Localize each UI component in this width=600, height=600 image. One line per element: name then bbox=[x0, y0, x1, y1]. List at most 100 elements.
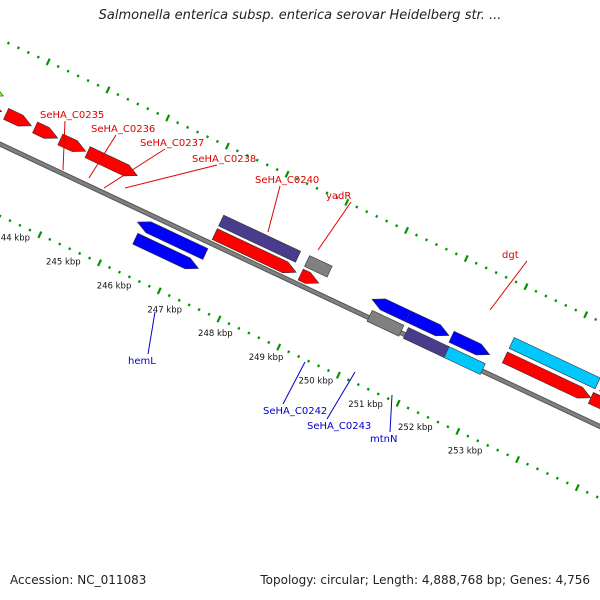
upper-ruler-tick bbox=[86, 78, 90, 83]
upper-ruler-tick bbox=[523, 283, 529, 291]
gene-arrow bbox=[136, 221, 209, 260]
lower-ruler-tick bbox=[376, 392, 380, 396]
lower-ruler-tick bbox=[395, 399, 401, 407]
lower-ruler-tick bbox=[257, 336, 261, 340]
upper-ruler-tick bbox=[156, 111, 160, 115]
upper-ruler-tick bbox=[594, 317, 598, 322]
lower-ruler-tick bbox=[346, 378, 350, 382]
backbone-line bbox=[0, 142, 600, 429]
upper-ruler-tick bbox=[165, 114, 171, 122]
leader-line bbox=[103, 148, 166, 189]
lower-ruler-tick bbox=[207, 312, 211, 316]
gene-label-bottom: hemL bbox=[128, 356, 156, 367]
gene-label-bottom: mtnN bbox=[370, 434, 397, 445]
upper-ruler-tick bbox=[404, 226, 410, 235]
lower-ruler-tick bbox=[406, 406, 410, 410]
upper-ruler-tick bbox=[126, 97, 130, 101]
upper-ruler-tick bbox=[484, 266, 488, 270]
lower-ruler-tick bbox=[287, 350, 291, 354]
gene-label-top: yadR bbox=[326, 191, 351, 202]
lower-ruler-tick bbox=[307, 359, 311, 363]
gene-arrow bbox=[304, 255, 333, 278]
gene-arrow bbox=[3, 108, 33, 127]
upper-ruler-tick bbox=[224, 142, 230, 150]
lower-ruler-tick bbox=[476, 439, 480, 443]
leader-line bbox=[326, 371, 356, 420]
leader-line bbox=[389, 394, 393, 433]
upper-ruler-tick bbox=[564, 303, 568, 307]
tick-label: 244 kbp bbox=[0, 234, 30, 244]
lower-ruler-tick bbox=[107, 265, 112, 270]
upper-ruler-tick bbox=[583, 311, 589, 319]
lower-ruler-tick bbox=[366, 387, 370, 391]
leader-line bbox=[317, 201, 352, 251]
lower-ruler-tick bbox=[58, 242, 62, 246]
gene-label-bottom: SeHA_C0243 bbox=[307, 421, 371, 432]
leader-line bbox=[147, 311, 156, 355]
lower-ruler-tick bbox=[177, 298, 181, 302]
upper-ruler-tick bbox=[494, 270, 498, 275]
lower-ruler-tick bbox=[316, 364, 321, 368]
gene-arrow bbox=[0, 91, 5, 97]
tick-label: 252 kbp bbox=[398, 423, 433, 433]
gene-arrow bbox=[132, 232, 200, 270]
lower-ruler-tick bbox=[147, 284, 151, 288]
upper-ruler-tick bbox=[16, 46, 20, 50]
lower-ruler-tick bbox=[127, 275, 131, 279]
lower-ruler-tick bbox=[117, 270, 121, 274]
upper-ruler-tick bbox=[295, 177, 299, 181]
lower-ruler-tick bbox=[496, 448, 500, 452]
upper-ruler-tick bbox=[215, 139, 219, 144]
upper-ruler-tick bbox=[504, 275, 508, 279]
upper-ruler-tick bbox=[474, 261, 478, 265]
lower-ruler-tick bbox=[574, 483, 580, 492]
lower-ruler-tick bbox=[247, 331, 251, 335]
upper-ruler-tick bbox=[434, 242, 438, 247]
gene-label-top: SeHA_C0238 bbox=[192, 154, 256, 165]
gene-arrow bbox=[84, 146, 138, 177]
gene-label-top: SeHA_C0237 bbox=[140, 138, 204, 149]
lower-ruler-tick bbox=[466, 434, 470, 438]
lower-ruler-tick bbox=[216, 315, 222, 323]
lower-ruler-tick bbox=[88, 256, 92, 260]
upper-ruler-tick bbox=[205, 135, 210, 139]
lower-ruler-tick bbox=[326, 368, 330, 373]
accession-text: Accession: NC_011083 bbox=[10, 573, 147, 587]
upper-ruler-tick bbox=[105, 86, 111, 94]
upper-ruler-tick bbox=[365, 210, 369, 214]
lower-ruler-tick bbox=[97, 259, 103, 267]
lower-ruler-tick bbox=[335, 371, 341, 379]
gene-arrow bbox=[366, 310, 405, 337]
upper-ruler-tick bbox=[335, 196, 339, 200]
upper-ruler-tick bbox=[275, 167, 279, 172]
map-title: Salmonella enterica subsp. enterica sero… bbox=[98, 8, 502, 23]
lower-ruler-tick bbox=[585, 490, 589, 494]
lower-ruler-tick bbox=[37, 231, 43, 239]
upper-ruler-tick bbox=[514, 280, 518, 284]
lower-ruler-tick bbox=[426, 415, 430, 419]
upper-ruler-tick bbox=[375, 214, 379, 218]
tick-marks bbox=[0, 41, 599, 499]
upper-ruler-tick bbox=[265, 163, 269, 167]
leader-line bbox=[88, 134, 117, 179]
lower-ruler-tick bbox=[416, 411, 420, 415]
gene-arrow bbox=[297, 268, 320, 284]
lower-ruler-tick bbox=[197, 308, 201, 312]
gene-label-bottom: SeHA_C0242 bbox=[263, 406, 327, 417]
tick-label: 251 kbp bbox=[348, 400, 383, 410]
lower-ruler-tick bbox=[8, 219, 12, 223]
upper-ruler-tick bbox=[235, 149, 239, 153]
lower-ruler-tick bbox=[187, 303, 191, 307]
upper-ruler-tick bbox=[245, 153, 249, 158]
lower-ruler-tick bbox=[436, 420, 440, 424]
upper-ruler-tick bbox=[444, 247, 448, 251]
lower-ruler-tick bbox=[446, 425, 450, 429]
lower-ruler-tick bbox=[237, 326, 241, 330]
lower-ruler-tick bbox=[555, 476, 559, 480]
lower-ruler-tick bbox=[526, 462, 530, 466]
upper-ruler-tick bbox=[325, 191, 329, 195]
upper-ruler-tick bbox=[116, 93, 120, 97]
upper-ruler-tick bbox=[454, 252, 458, 256]
upper-ruler-tick bbox=[36, 55, 40, 59]
